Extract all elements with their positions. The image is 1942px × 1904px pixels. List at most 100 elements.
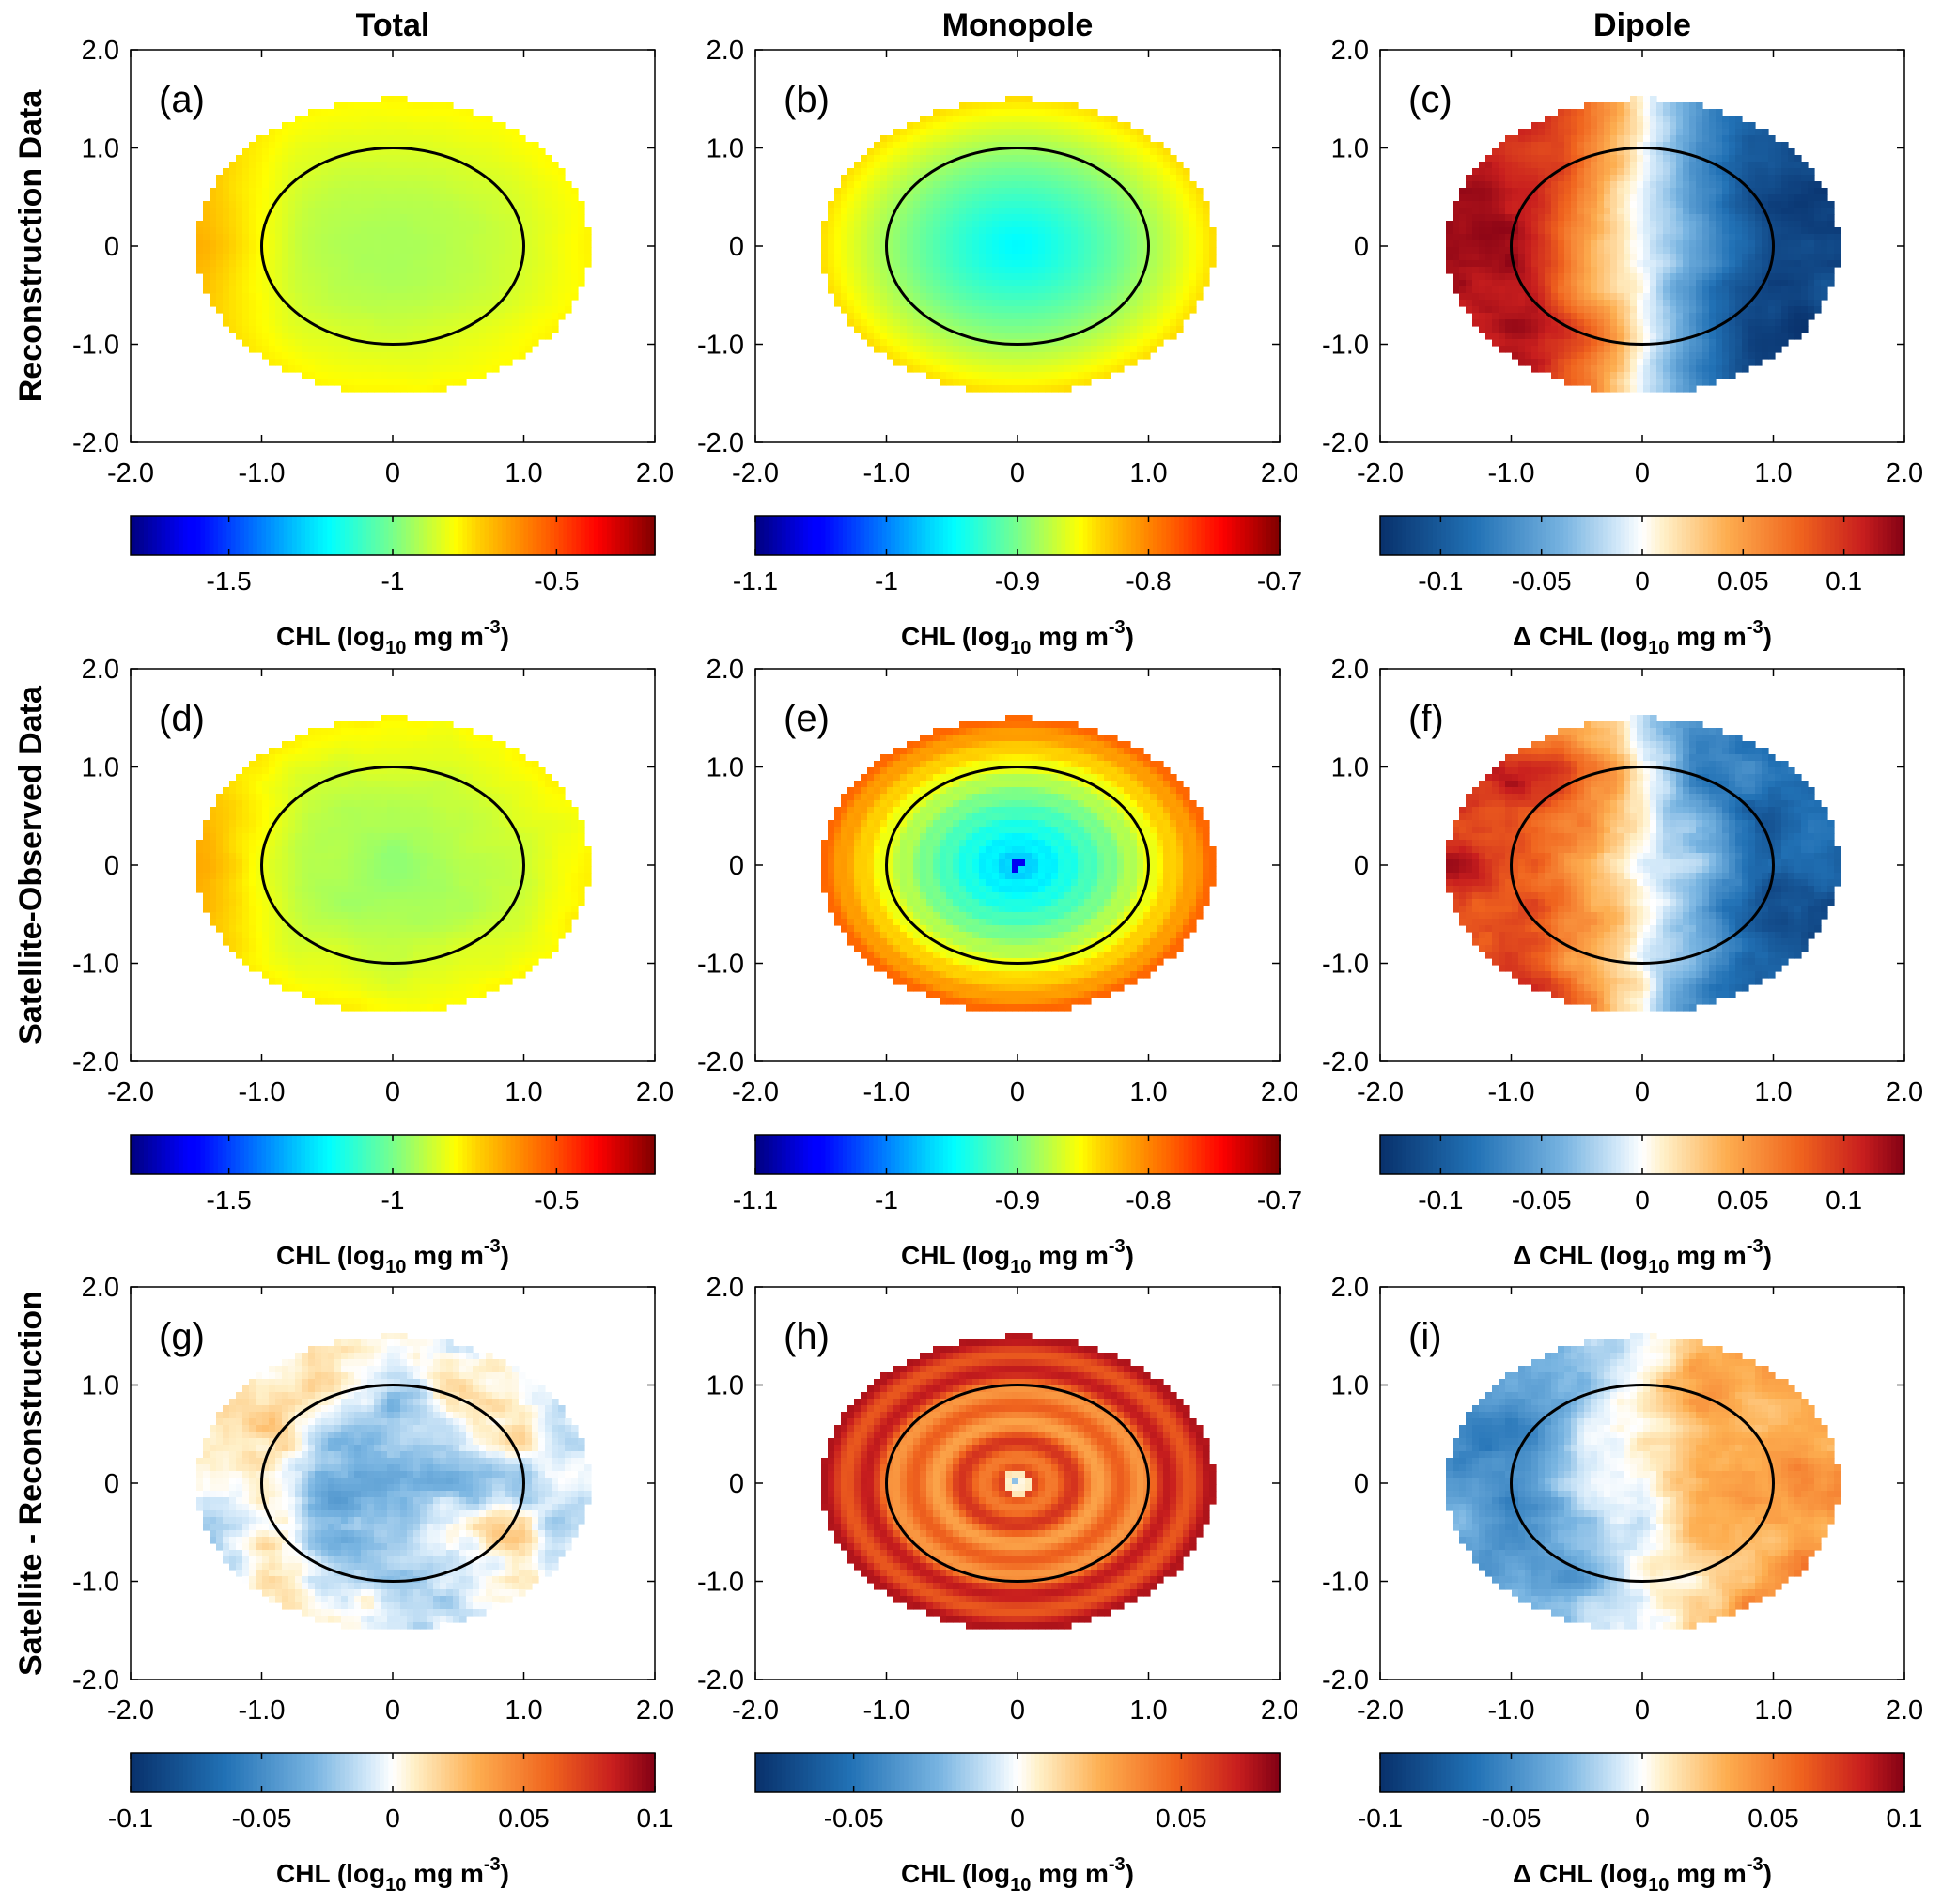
y-tick-label: -2.0 [72,1665,119,1695]
x-tick-label: 1.0 [1754,1695,1792,1726]
x-tick-label: 1.0 [505,1077,542,1107]
colorbar-e: -1.1 -1 -0.9 -0.8 -0.7 CHL (log10 mg m-3) [733,1134,1302,1277]
x-tick-label: -1.0 [863,458,910,488]
x-tick-label: 2.0 [1261,458,1298,488]
y-tick-label: -1.0 [72,1568,119,1598]
heatmap-b [821,96,1217,393]
colorbar-tick-label: 0.1 [637,1803,674,1833]
y-tick-label: 2.0 [82,36,119,66]
y-tick-label: 2.0 [1331,1273,1369,1303]
column-title-3: Dipole [1593,8,1691,43]
x-tick-label: -1.0 [239,458,286,488]
x-tick-label: 2.0 [1886,458,1923,488]
y-tick-label: 0 [729,1469,744,1499]
unit-circle-a [260,147,525,346]
colorbar-tick-label: -0.8 [1126,1185,1171,1215]
x-tick-label: 0 [1635,1077,1650,1107]
column-title-2: Monopole [942,8,1094,43]
x-tick-label: -2.0 [732,1077,779,1107]
colorbar-tick-label: -0.1 [1358,1803,1403,1833]
colorbar-tick-label: -0.1 [108,1803,153,1833]
colorbar-tick-label: -0.9 [995,566,1040,596]
colorbar-tick-label: -0.05 [824,1803,884,1833]
x-tick-label: 1.0 [505,458,542,488]
y-tick-label: -2.0 [72,428,119,458]
colorbar-tick-label: 0 [1010,1803,1025,1833]
y-tick-label: 2.0 [707,36,744,66]
y-tick-label: 1.0 [1331,134,1369,164]
panel-letter-a: (a) [159,79,205,120]
colorbar-tick-label: -0.5 [534,1185,579,1215]
colorbar-tick-label: 0.05 [498,1803,550,1833]
y-tick-label: 0 [1354,1469,1369,1499]
x-tick-label: 2.0 [1886,1077,1923,1107]
row-title-3: Satellite - Reconstruction [13,1291,49,1676]
x-tick-label: -2.0 [732,1695,779,1726]
y-tick-label: 1.0 [82,1371,119,1401]
colorbar-tick-label: -1 [875,566,898,596]
colorbar-b: -1.1 -1 -0.9 -0.8 -0.7 CHL (log10 mg m-3) [733,515,1302,658]
x-tick-label: 0 [1010,1077,1025,1107]
y-tick-label: 0 [104,1469,119,1499]
x-tick-label: 2.0 [636,458,674,488]
colorbar-h: -0.05 0 0.05 CHL (log10 mg m-3) [754,1752,1281,1896]
y-tick-label: 1.0 [707,753,744,783]
x-tick-label: 2.0 [1886,1695,1923,1726]
colorbar-tick-label: -1.1 [733,566,778,596]
colorbar-label-e: CHL (log10 mg m-3) [901,1236,1134,1277]
y-tick-label: -2.0 [1322,428,1369,458]
colorbar-d: -1.5 -1 -0.5 CHL (log10 mg m-3) [130,1134,656,1277]
colorbar-tick-label: -1 [381,1185,405,1215]
heatmap-c [1446,96,1841,393]
colorbar-tick-label: 0.1 [1887,1803,1923,1833]
x-tick-label: -2.0 [1357,1695,1404,1726]
x-tick-label: 1.0 [1129,458,1167,488]
colorbar-label-c: Δ CHL (log10 mg m-3) [1513,617,1772,658]
x-tick-label: -1.0 [239,1077,286,1107]
y-tick-label: 2.0 [1331,36,1369,66]
x-tick-label: 0 [1635,458,1650,488]
colorbar-tick-label: 0.05 [1717,1185,1769,1215]
colorbar-tick-label: -1.5 [207,1185,252,1215]
colorbar-f: -0.1 -0.05 0 0.05 0.1 Δ CHL (log10 mg m-3) [1379,1134,1905,1277]
y-tick-label: 1.0 [707,134,744,164]
y-tick-label: 0 [104,851,119,881]
x-tick-label: 0 [1010,458,1025,488]
x-tick-label: -1.0 [239,1695,286,1726]
y-tick-label: -2.0 [697,428,744,458]
unit-circle-e [885,766,1150,965]
y-tick-label: 0 [729,851,744,881]
heatmap-g [196,1333,592,1630]
colorbar-tick-label: -0.7 [1257,566,1302,596]
colorbar-tick-label: 0 [1635,1803,1650,1833]
row-title-1: Reconstruction Data [13,89,49,403]
colorbar-c: -0.1 -0.05 0 0.05 0.1 Δ CHL (log10 mg m-3) [1379,515,1905,658]
x-tick-label: 2.0 [1261,1077,1298,1107]
heatmap-e [821,715,1217,1012]
y-tick-label: 0 [104,232,119,262]
panel-letter-f: (f) [1408,698,1444,739]
heatmap-f [1446,715,1841,1012]
y-tick-label: -1.0 [1322,950,1369,980]
panel-letter-g: (g) [159,1316,205,1357]
x-tick-label: -2.0 [107,458,154,488]
x-tick-label: 1.0 [1754,1077,1792,1107]
colorbar-tick-label: -0.9 [995,1185,1040,1215]
y-tick-label: -2.0 [1322,1047,1369,1077]
x-tick-label: -1.0 [1488,1077,1535,1107]
colorbar-tick-label: -0.1 [1418,1185,1463,1215]
x-tick-label: 1.0 [1754,458,1792,488]
colorbar-label-f: Δ CHL (log10 mg m-3) [1513,1236,1772,1277]
y-tick-label: -1.0 [697,1568,744,1598]
y-tick-label: 1.0 [1331,753,1369,783]
unit-circle-d [260,766,525,965]
colorbar-tick-label: 0.1 [1825,566,1862,596]
panel-letter-b: (b) [784,79,830,120]
y-tick-label: -2.0 [72,1047,119,1077]
x-tick-label: 0 [385,1695,400,1726]
